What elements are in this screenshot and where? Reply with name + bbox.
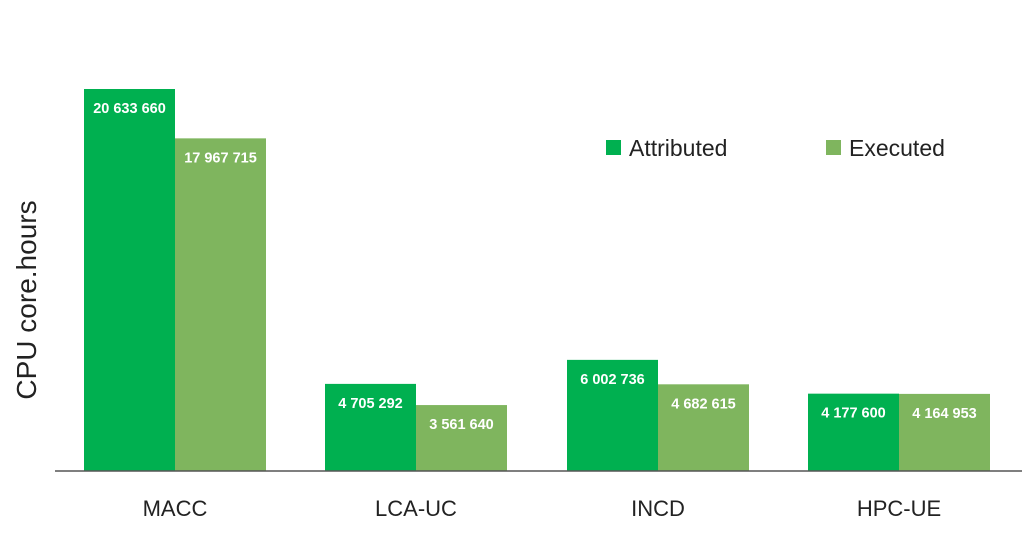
bar-attributed-incd <box>567 359 658 471</box>
bar-executed-hpc-ue <box>899 393 990 471</box>
legend-swatch-attributed <box>606 140 621 155</box>
data-label-executed-hpc-ue: 4 164 953 <box>912 406 977 422</box>
data-label-executed-incd: 4 682 615 <box>671 396 736 412</box>
category-label-incd: INCD <box>631 496 685 521</box>
bar-attributed-hpc-ue <box>808 393 899 471</box>
bars-group <box>84 89 990 471</box>
category-label-hpc-ue: HPC-UE <box>857 496 941 521</box>
bar-executed-incd <box>658 384 749 471</box>
data-label-executed-lca-uc: 3 561 640 <box>429 417 494 433</box>
legend-swatch-executed <box>826 140 841 155</box>
data-label-attributed-lca-uc: 4 705 292 <box>338 396 403 412</box>
legend-label-attributed: Attributed <box>629 135 727 161</box>
data-label-attributed-macc: 20 633 660 <box>93 101 166 117</box>
data-label-attributed-incd: 6 002 736 <box>580 372 645 388</box>
bar-attributed-lca-uc <box>325 383 416 471</box>
bar-executed-macc <box>175 138 266 471</box>
bar-attributed-macc <box>84 89 175 471</box>
y-axis-label: CPU core.hours <box>11 200 42 399</box>
category-labels-group: MACC LCA-UC INCD HPC-UE <box>143 496 942 521</box>
category-label-lca-uc: LCA-UC <box>375 496 457 521</box>
legend: Attributed Executed <box>606 135 945 161</box>
data-label-executed-macc: 17 967 715 <box>184 150 257 166</box>
data-label-attributed-hpc-ue: 4 177 600 <box>821 406 886 422</box>
data-labels-group: 20 633 660 17 967 715 4 705 292 3 561 640 6 … <box>93 101 977 433</box>
bar-executed-lca-uc <box>416 405 507 471</box>
legend-label-executed: Executed <box>849 135 945 161</box>
category-label-macc: MACC <box>143 496 208 521</box>
